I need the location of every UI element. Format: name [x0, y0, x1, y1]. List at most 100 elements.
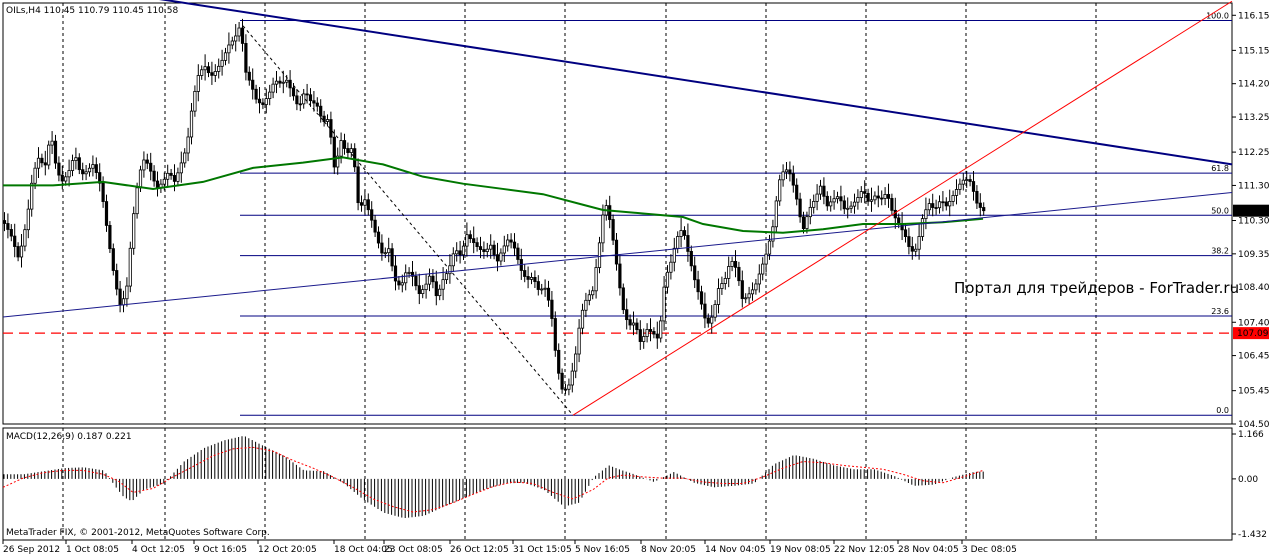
time-axis-label: 9 Oct 16:05: [194, 545, 247, 555]
candle-body: [703, 303, 707, 319]
candle-body: [689, 250, 693, 267]
candle-body: [655, 333, 659, 339]
candle-body: [863, 191, 867, 194]
candle-body: [676, 236, 680, 249]
time-axis-label: 4 Oct 12:05: [132, 545, 185, 555]
candle-body: [693, 265, 697, 281]
candle-body: [478, 246, 483, 250]
candle-body: [36, 157, 41, 169]
candle-body: [346, 148, 350, 153]
time-axis-label: 28 Nov 04:05: [898, 545, 959, 555]
time-axis-label: 14 Nov 04:05: [705, 545, 766, 555]
candle-body: [366, 199, 370, 211]
candle-body: [727, 266, 731, 279]
candle-body: [186, 136, 190, 154]
candle-body: [512, 241, 517, 249]
candle-body: [6, 223, 10, 230]
candle-body: [584, 299, 588, 311]
candle-body: [101, 182, 105, 202]
candle-body: [125, 285, 129, 300]
candle-body: [121, 298, 126, 306]
candle-body: [533, 277, 537, 282]
candle-body: [315, 102, 319, 107]
macd-histogram: [3, 436, 984, 519]
candle-body: [43, 162, 47, 166]
macd-plot-frame: [2, 427, 1233, 541]
candle-body: [948, 200, 952, 207]
macd-signal-line: [2, 446, 984, 513]
candle-body: [489, 244, 493, 250]
candle-body: [839, 196, 843, 202]
candle-body: [305, 93, 309, 96]
candle-body: [764, 253, 768, 265]
copyright-text: MetaTrader FIX, © 2001-2012, MetaQuotes …: [6, 528, 270, 538]
fib-level-label: 100.0: [1206, 12, 1229, 21]
candle-body: [767, 240, 772, 255]
candle-body: [686, 235, 690, 252]
candle-body: [597, 242, 602, 268]
candles-group: [2, 18, 986, 396]
candle-body: [628, 319, 632, 326]
candle-body: [70, 160, 75, 171]
candle-body: [873, 195, 877, 201]
time-axis-label: 31 Oct 15:05: [513, 545, 572, 555]
candle-body: [808, 206, 812, 218]
candle-body: [397, 280, 401, 286]
candle-body: [716, 288, 721, 305]
candle-body: [288, 79, 292, 89]
candle-body: [570, 370, 574, 386]
macd-axis-label: 0.00: [1238, 475, 1258, 485]
candle-body: [965, 179, 969, 181]
candle-body: [373, 219, 377, 233]
candle-body: [271, 83, 275, 93]
macd-header: MACD(12,26,9) 0.187 0.221: [6, 432, 132, 442]
candle-body: [744, 297, 748, 300]
price-axis-label: 104.50: [1238, 420, 1270, 430]
candle-body: [635, 322, 639, 331]
candle-body: [257, 98, 262, 104]
candle-body: [206, 66, 211, 74]
candle-body: [886, 194, 891, 199]
candle-body: [2, 220, 7, 224]
candle-body: [179, 162, 183, 174]
candle-body: [509, 239, 513, 243]
macd-axis-label: -1.432: [1238, 530, 1267, 540]
candle-body: [162, 178, 166, 185]
candle-body: [958, 183, 962, 190]
main-plot-frame: [2, 2, 1233, 425]
candle-body: [138, 169, 143, 189]
candle-body: [210, 72, 214, 76]
candle-body: [890, 198, 894, 211]
candle-body: [431, 275, 435, 283]
candle-body: [934, 207, 938, 209]
fib-level-label: 61.8: [1211, 164, 1229, 173]
time-axis-label: 26 Oct 12:05: [450, 545, 509, 555]
price-axis-label: 115.15: [1238, 46, 1270, 56]
candle-body: [982, 207, 986, 212]
candle-body: [788, 169, 792, 175]
candle-body: [193, 91, 197, 112]
candle-body: [115, 270, 119, 290]
candle-body: [720, 283, 724, 289]
candle-body: [13, 235, 17, 247]
symbol-header: OILs,H4 110.45 110.79 110.45 110.58: [6, 6, 178, 16]
candle-body: [349, 148, 353, 153]
candle-body: [645, 329, 649, 337]
fib-level-label: 23.6: [1211, 307, 1229, 316]
candle-body: [278, 80, 282, 84]
candle-body: [757, 273, 761, 285]
candle-body: [869, 199, 874, 202]
candle-body: [825, 195, 829, 207]
candle-body: [754, 283, 758, 291]
candle-body: [805, 216, 809, 229]
candle-body: [801, 216, 806, 229]
candle-body: [822, 185, 826, 197]
candle-body: [523, 270, 527, 277]
candle-body: [339, 140, 343, 157]
candle-body: [893, 209, 897, 219]
candle-body: [64, 176, 68, 182]
candle-body: [771, 226, 775, 242]
price-axis-label: 110.30: [1238, 217, 1270, 227]
